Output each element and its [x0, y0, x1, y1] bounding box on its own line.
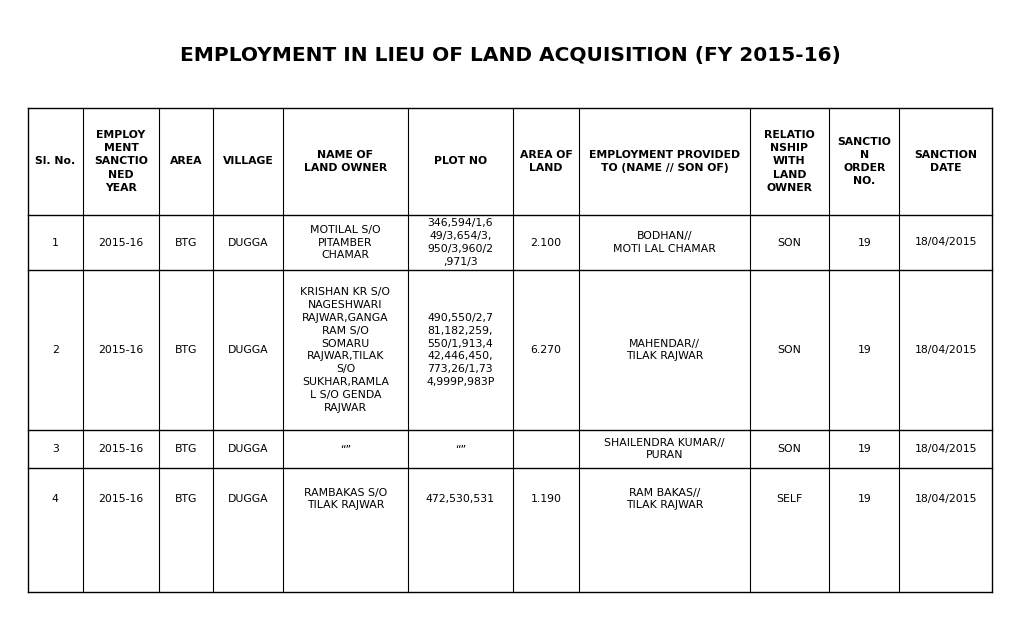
Text: 2015-16: 2015-16: [98, 345, 144, 355]
Text: AREA: AREA: [170, 157, 203, 167]
Text: 19: 19: [857, 345, 870, 355]
Text: 18/04/2015: 18/04/2015: [914, 494, 976, 504]
Text: 6.270: 6.270: [530, 345, 561, 355]
Text: NAME OF
LAND OWNER: NAME OF LAND OWNER: [304, 150, 386, 173]
Text: 2015-16: 2015-16: [98, 444, 144, 454]
Text: MAHENDAR//
TILAK RAJWAR: MAHENDAR// TILAK RAJWAR: [625, 339, 702, 361]
Text: SHAILENDRA KUMAR//
PURAN: SHAILENDRA KUMAR// PURAN: [603, 438, 723, 461]
Text: RELATIO
NSHIP
WITH
LAND
OWNER: RELATIO NSHIP WITH LAND OWNER: [763, 130, 814, 193]
Text: 2015-16: 2015-16: [98, 238, 144, 248]
Text: SELF: SELF: [775, 494, 802, 504]
Text: RAMBAKAS S/O
TILAK RAJWAR: RAMBAKAS S/O TILAK RAJWAR: [304, 488, 386, 511]
Text: BODHAN//
MOTI LAL CHAMAR: BODHAN// MOTI LAL CHAMAR: [612, 231, 715, 254]
Text: BTG: BTG: [175, 444, 198, 454]
Text: 3: 3: [52, 444, 59, 454]
Text: 1.190: 1.190: [530, 494, 561, 504]
Text: 472,530,531: 472,530,531: [425, 494, 494, 504]
Text: 2: 2: [52, 345, 59, 355]
Text: 19: 19: [857, 444, 870, 454]
Text: KRISHAN KR S/O
NAGESHWARI
RAJWAR,GANGA
RAM S/O
SOMARU
RAJWAR,TILAK
S/O
SUKHAR,RA: KRISHAN KR S/O NAGESHWARI RAJWAR,GANGA R…: [301, 287, 390, 413]
Text: BTG: BTG: [175, 494, 198, 504]
Text: 346,594/1,6
49/3,654/3,
950/3,960/2
,971/3: 346,594/1,6 49/3,654/3, 950/3,960/2 ,971…: [427, 219, 493, 267]
Text: “”: “”: [454, 444, 466, 454]
Text: SON: SON: [776, 238, 801, 248]
Text: DUGGA: DUGGA: [227, 345, 268, 355]
Text: AREA OF
LAND: AREA OF LAND: [519, 150, 572, 173]
Text: 4: 4: [52, 494, 59, 504]
Text: RAM BAKAS//
TILAK RAJWAR: RAM BAKAS// TILAK RAJWAR: [625, 488, 702, 511]
Text: VILLAGE: VILLAGE: [222, 157, 273, 167]
Text: 18/04/2015: 18/04/2015: [914, 345, 976, 355]
Text: MOTILAL S/O
PITAMBER
CHAMAR: MOTILAL S/O PITAMBER CHAMAR: [310, 225, 380, 261]
Text: EMPLOYMENT IN LIEU OF LAND ACQUISITION (FY 2015-16): EMPLOYMENT IN LIEU OF LAND ACQUISITION (…: [179, 46, 840, 64]
Text: SANCTION
DATE: SANCTION DATE: [913, 150, 976, 173]
Text: PLOT NO: PLOT NO: [433, 157, 486, 167]
Text: SANCTIO
N
ORDER
NO.: SANCTIO N ORDER NO.: [837, 137, 891, 186]
Text: Sl. No.: Sl. No.: [35, 157, 75, 167]
Text: 1: 1: [52, 238, 59, 248]
Text: SON: SON: [776, 345, 801, 355]
Text: DUGGA: DUGGA: [227, 444, 268, 454]
Text: 2.100: 2.100: [530, 238, 561, 248]
Text: DUGGA: DUGGA: [227, 238, 268, 248]
Text: DUGGA: DUGGA: [227, 494, 268, 504]
Text: 2015-16: 2015-16: [98, 494, 144, 504]
Text: 18/04/2015: 18/04/2015: [914, 444, 976, 454]
Text: BTG: BTG: [175, 238, 198, 248]
Text: BTG: BTG: [175, 345, 198, 355]
Text: “”: “”: [339, 444, 351, 454]
Text: 19: 19: [857, 494, 870, 504]
Text: 490,550/2,7
81,182,259,
550/1,913,4
42,446,450,
773,26/1,73
4,999P,983P: 490,550/2,7 81,182,259, 550/1,913,4 42,4…: [426, 313, 494, 387]
Text: EMPLOYMENT PROVIDED
TO (NAME // SON OF): EMPLOYMENT PROVIDED TO (NAME // SON OF): [588, 150, 739, 173]
Text: 19: 19: [857, 238, 870, 248]
Text: 18/04/2015: 18/04/2015: [914, 238, 976, 248]
Text: EMPLOY
MENT
SANCTIO
NED
YEAR: EMPLOY MENT SANCTIO NED YEAR: [94, 130, 148, 193]
Text: SON: SON: [776, 444, 801, 454]
